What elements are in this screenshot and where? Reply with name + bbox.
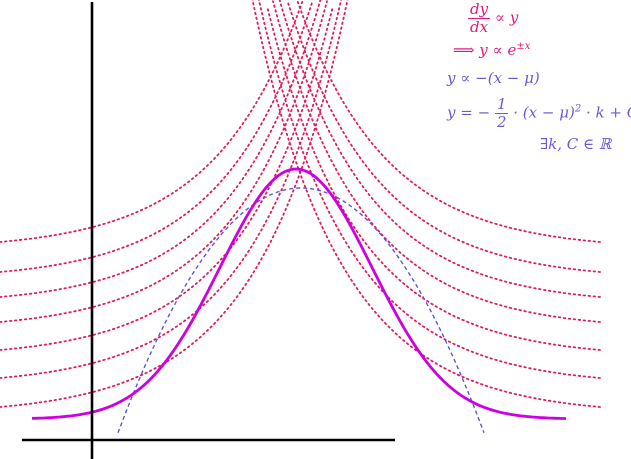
parabola-curve <box>117 187 485 434</box>
exp-curve-rising-2 <box>0 1 313 273</box>
existence-statement: ∃k, C ∈ ℝ <box>540 135 612 153</box>
exponential-implication: ⟹ y ∝ e±x <box>453 42 530 58</box>
exponential-superscript: ±x <box>516 41 531 52</box>
exp-curve-rising-6 <box>0 0 343 379</box>
parabola-lhs: y = − <box>447 103 491 122</box>
exp-curve-falling-7 <box>251 0 601 408</box>
derivative-fraction: dy dx <box>468 0 491 36</box>
exp-curve-falling-2 <box>287 1 601 273</box>
half-fraction: 1 2 <box>494 95 509 131</box>
half-numerator: 1 <box>494 95 509 114</box>
parabola-equation: y = − 1 2 · (x − μ)2 · k + C, <box>447 97 631 130</box>
exp-curve-falling-3 <box>278 0 601 298</box>
exp-curve-falling-5 <box>266 5 601 351</box>
exp-curve-falling-4 <box>272 0 601 323</box>
linear-derivative-equation: y ∝ −(x − μ) <box>447 69 540 87</box>
parabola-square-term: · (x − μ) <box>513 103 575 122</box>
exp-curve-rising-4 <box>0 0 328 323</box>
derivative-denominator: dx <box>470 18 489 36</box>
parabola-tail: · k + C, <box>585 103 631 122</box>
exponential-expression: y ∝ e <box>479 41 517 59</box>
exp-curve-rising-3 <box>0 0 322 298</box>
derivative-equation: dy dx ∝ y <box>468 2 518 35</box>
exp-curve-falling-1 <box>296 0 601 243</box>
exp-curve-rising-7 <box>0 0 349 408</box>
exponential-curves-group <box>0 0 601 408</box>
square-superscript: 2 <box>574 103 582 115</box>
exp-curve-rising-5 <box>0 5 334 351</box>
exp-curve-rising-1 <box>0 0 304 243</box>
derivative-proportional: ∝ y <box>494 8 519 27</box>
derivative-numerator: dy <box>468 0 491 19</box>
bell-curve <box>31 167 566 420</box>
implies-symbol: ⟹ <box>453 41 475 59</box>
half-denominator: 2 <box>496 113 507 131</box>
exp-curve-falling-6 <box>257 0 601 379</box>
